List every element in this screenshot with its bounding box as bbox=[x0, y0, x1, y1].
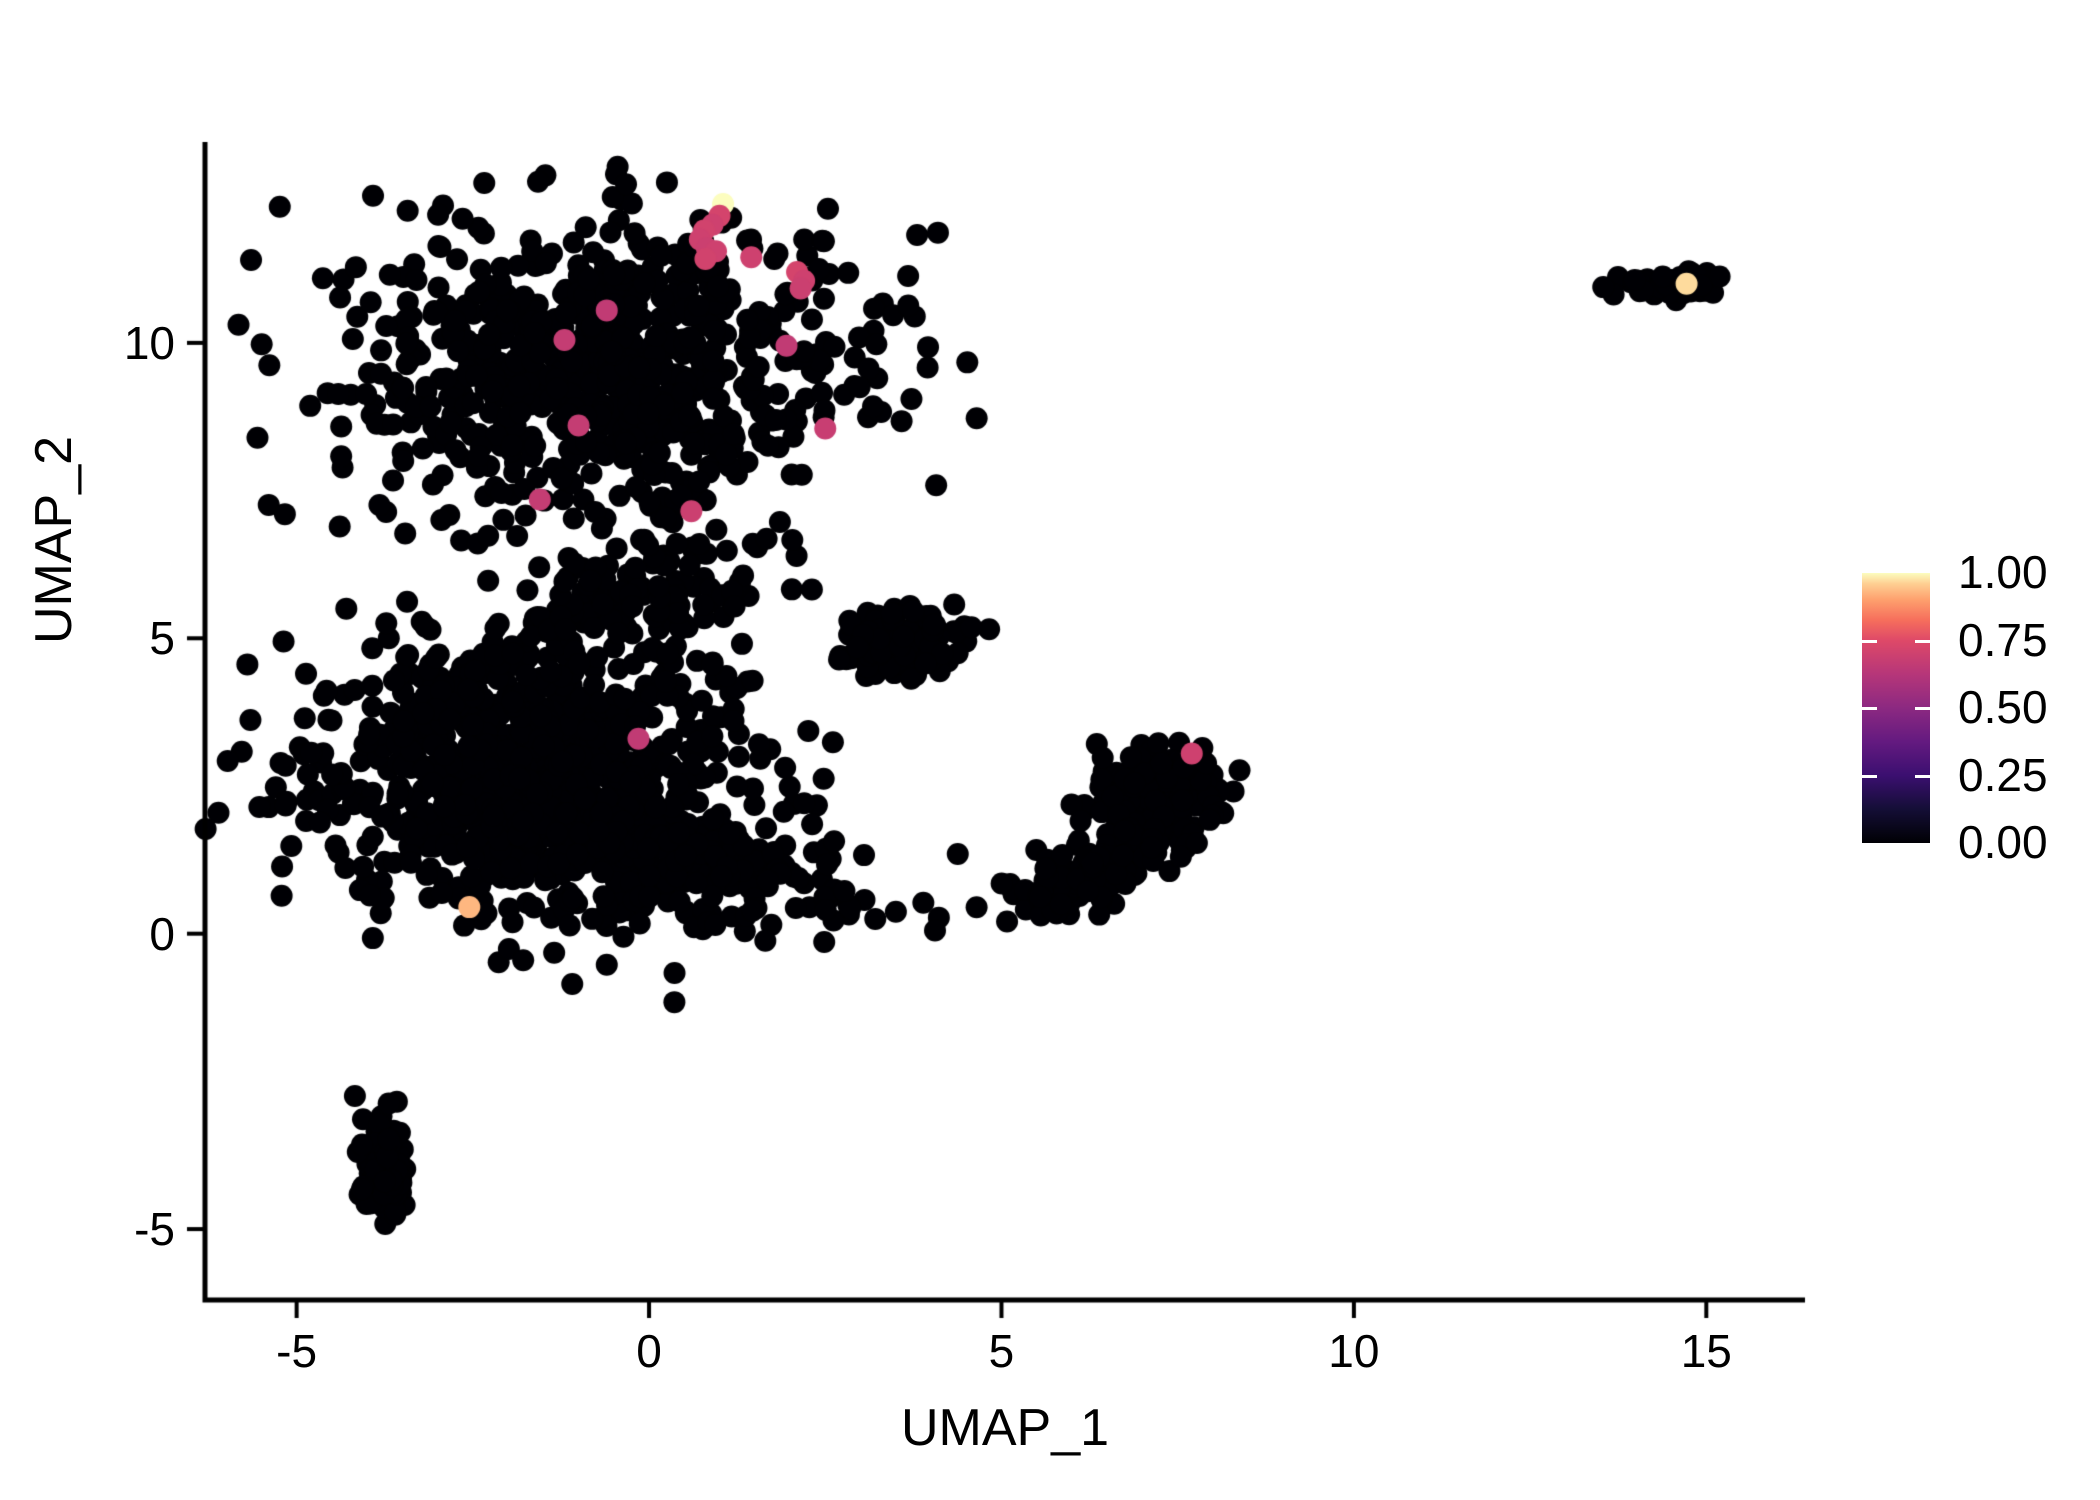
x-tick-label: 0 bbox=[636, 1325, 662, 1377]
y-tick-label: 5 bbox=[149, 612, 175, 665]
legend-tick-mark bbox=[1915, 707, 1930, 710]
legend-tick-mark bbox=[1862, 774, 1877, 778]
x-tick-label: 15 bbox=[1680, 1325, 1732, 1377]
x-tick-label: 5 bbox=[988, 1325, 1015, 1377]
legend-tick-label: 0.25 bbox=[1958, 748, 2048, 801]
legend-tick-mark bbox=[1915, 774, 1930, 778]
y-tick-label: 10 bbox=[123, 316, 175, 369]
x-tick-label: 10 bbox=[1328, 1325, 1380, 1377]
legend-tick-mark bbox=[1862, 707, 1877, 710]
legend-tick-label: 0.75 bbox=[1958, 613, 2048, 666]
y-tick-label: 0 bbox=[149, 907, 175, 960]
legend-tick-label: 0.50 bbox=[1958, 681, 2048, 733]
legend-tick-mark bbox=[1915, 639, 1930, 643]
legend-tick-label: 0.00 bbox=[1958, 816, 2048, 868]
legend-tick-label: 1.00 bbox=[1958, 546, 2048, 598]
legend-tick-mark bbox=[1862, 639, 1877, 643]
y-tick-label: -5 bbox=[134, 1203, 175, 1256]
x-axis-title: UMAP_1 bbox=[900, 1399, 1110, 1457]
x-tick-label: -5 bbox=[276, 1325, 318, 1377]
